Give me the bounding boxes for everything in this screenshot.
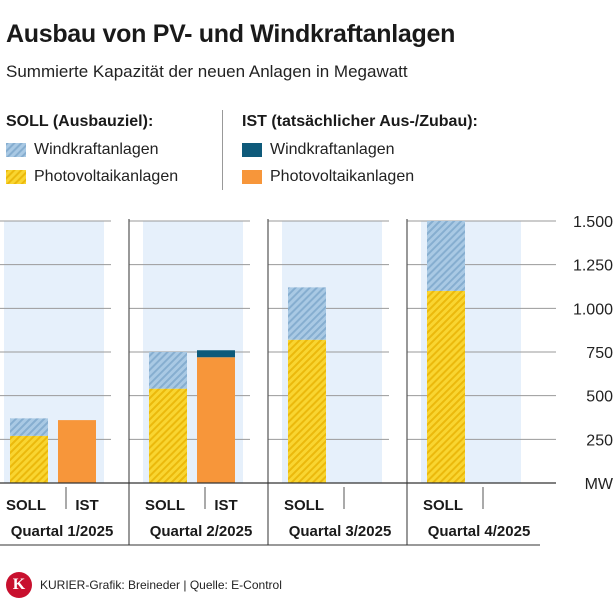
bar-soll-wind — [288, 287, 326, 340]
bar-label-soll: SOLL — [6, 497, 46, 514]
bar-label-soll: SOLL — [284, 497, 324, 514]
gap — [111, 219, 129, 483]
legend-item-ist-wind: Windkraftanlagen — [242, 140, 395, 160]
legend-item-soll-pv: Photovoltaikanlagen — [6, 167, 178, 187]
legend-item-soll-wind: Windkraftanlagen — [6, 140, 159, 160]
bar-ist-wind — [197, 350, 235, 358]
gap — [250, 219, 268, 483]
category-label: Quartal 3/2025 — [289, 523, 392, 540]
bar-soll-pv — [288, 339, 326, 483]
ist-pv-swatch — [242, 170, 262, 184]
bar-soll-pv — [149, 388, 187, 483]
y-tick-label: 250 — [586, 432, 613, 449]
chart-title: Ausbau von PV- und Windkraftanlagen — [6, 20, 456, 48]
y-axis-unit: MW — [585, 476, 614, 493]
bar-chart: 250 500 750 1.000 1.250 1.500 MW SOLL IST Quartal… — [0, 214, 614, 546]
legend-label-soll-pv: Photovoltaikanlagen — [34, 168, 179, 185]
soll-pv-swatch — [6, 170, 26, 184]
bar-label-soll: SOLL — [145, 497, 185, 514]
y-tick-label: 1.000 — [573, 301, 613, 318]
bar-ist-pv — [197, 357, 235, 483]
legend-divider — [222, 110, 223, 190]
y-tick-label: 500 — [586, 389, 613, 406]
bar-soll-pv — [10, 435, 48, 483]
chart-subtitle: Summierte Kapazität der neuen Anlagen in… — [6, 62, 408, 81]
bar-ist-pv — [58, 420, 96, 483]
bar-soll-wind — [149, 352, 187, 389]
soll-wind-swatch — [6, 143, 26, 157]
legend-label-ist-wind: Windkraftanlagen — [270, 141, 395, 158]
bar-soll-wind — [10, 418, 48, 436]
bar-soll-pv — [427, 290, 465, 483]
source-credit: KURIER-Grafik: Breineder | Quelle: E-Con… — [40, 578, 282, 592]
bar-label-ist: IST — [75, 497, 98, 514]
kurier-logo: K — [6, 572, 32, 598]
legend-label-soll-wind: Windkraftanlagen — [34, 141, 159, 158]
bar-label-ist: IST — [214, 497, 237, 514]
category-label: Quartal 1/2025 — [11, 523, 114, 540]
ist-wind-swatch — [242, 143, 262, 157]
gap — [389, 219, 407, 483]
footer: K KURIER-Grafik: Breineder | Quelle: E-C… — [6, 572, 282, 598]
bar-label-soll: SOLL — [423, 497, 463, 514]
logo-letter: K — [12, 576, 26, 593]
legend-soll-heading: SOLL (Ausbauziel): — [6, 113, 154, 130]
y-tick-label: 750 — [586, 345, 613, 362]
legend-ist-heading: IST (tatsächlicher Aus-/Zubau): — [242, 113, 478, 130]
category-label: Quartal 4/2025 — [428, 523, 531, 540]
category-label: Quartal 2/2025 — [150, 523, 253, 540]
y-tick-label: 1.250 — [573, 258, 613, 275]
y-tick-label: 1.500 — [573, 214, 613, 231]
bar-soll-wind — [427, 221, 465, 291]
legend-item-ist-pv: Photovoltaikanlagen — [242, 167, 414, 187]
legend-label-ist-pv: Photovoltaikanlagen — [270, 168, 415, 185]
